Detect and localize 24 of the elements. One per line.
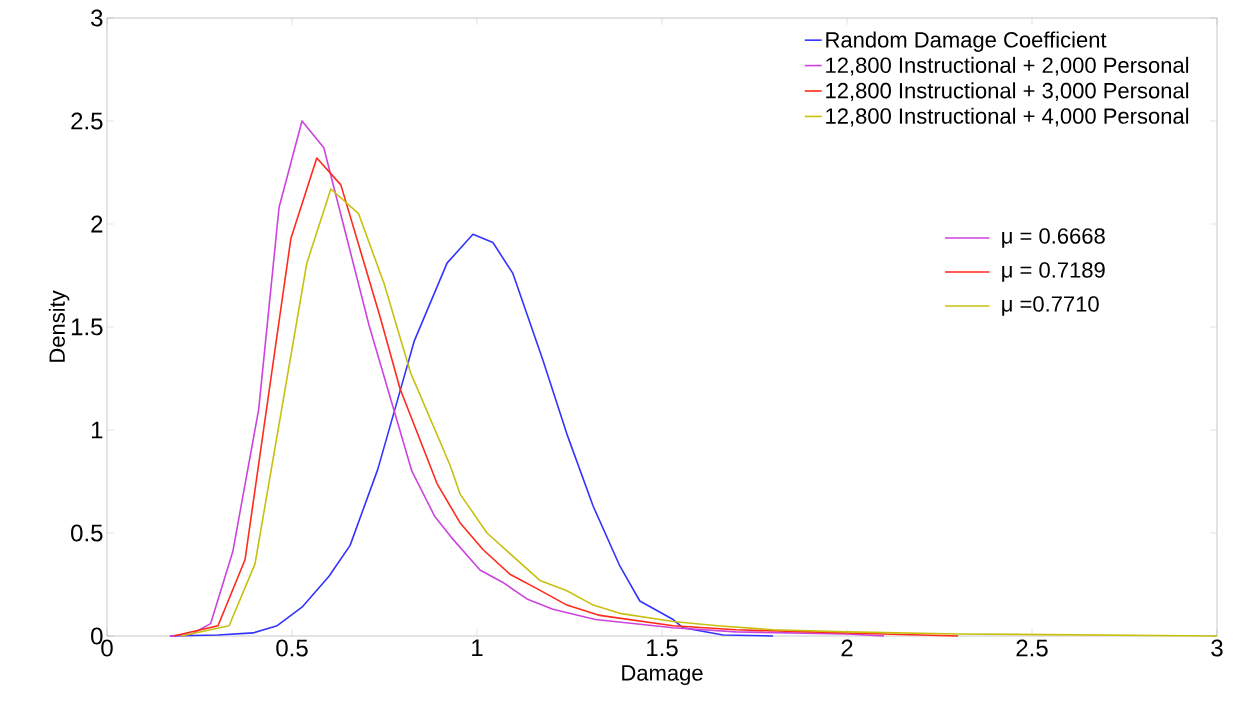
legend-label: 12,800 Instructional + 3,000 Personal	[826, 82, 1189, 102]
y-tick-label: 0.5	[71, 524, 103, 542]
line-series	[172, 157, 959, 637]
y-tick-label: 2.5	[71, 112, 103, 130]
legend-label: Random Damage Coefficient	[826, 31, 1107, 52]
x-axis-title: Damage	[622, 665, 703, 686]
x-tick-label: 3	[1211, 639, 1223, 657]
annotation: μ = 0.7189	[1002, 262, 1105, 282]
annotation: μ = 0.6668	[1002, 228, 1105, 248]
y-tick-label: 3	[91, 9, 103, 27]
y-axis-title: Density	[48, 290, 70, 362]
y-tick-label: 1	[91, 421, 103, 439]
y-tick-label: 2	[91, 215, 103, 233]
annotation: μ =0.7710	[1002, 296, 1099, 316]
x-tick-label: 1.5	[647, 639, 678, 657]
x-tick-label: 2	[841, 639, 853, 657]
line-series	[180, 188, 1218, 637]
x-tick-label: 1	[472, 639, 483, 657]
x-tick-label: 0.5	[276, 639, 308, 657]
y-tick-label: 1.5	[71, 318, 103, 336]
y-tick-label: 0	[91, 627, 103, 645]
legend-label: 12,800 Instructional + 2,000 Personal	[826, 56, 1189, 76]
x-tick-label: 2.5	[1016, 639, 1048, 657]
legend-label: 12,800 Instructional + 4,000 Personal	[826, 107, 1189, 127]
